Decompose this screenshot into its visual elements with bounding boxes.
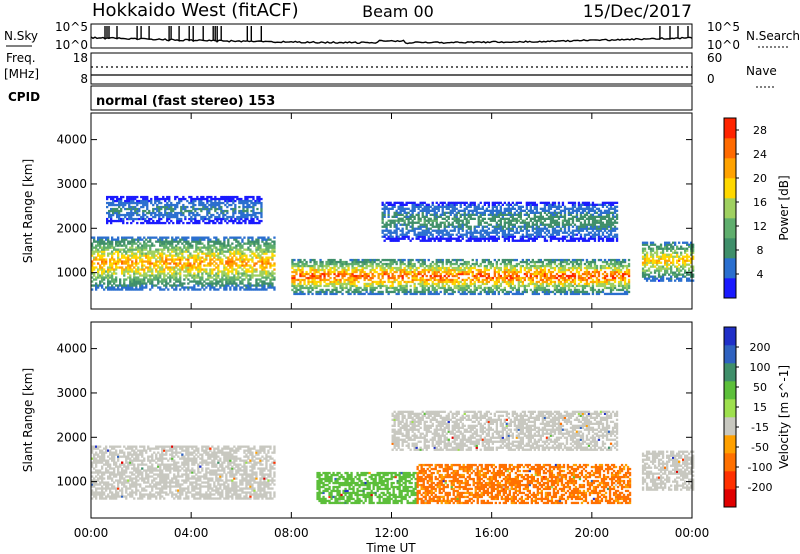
noise-left-tick-bottom: 10^0 [55, 38, 88, 52]
echo-region [641, 450, 695, 491]
colorbar-segment [724, 489, 736, 508]
cpid-panel: CPID normal (fast stereo) 153 [8, 85, 693, 111]
y-tick-label: 3000 [56, 386, 87, 400]
colorbar-segment [724, 435, 736, 454]
echo-region [391, 410, 619, 451]
y-tick-label: 1000 [56, 266, 87, 280]
x-tick-label: 00:00 [675, 526, 710, 540]
x-axis-label: Time UT [365, 541, 416, 554]
colorbar-segment [724, 417, 736, 436]
radar-title: Hokkaido West (fitACF) [92, 0, 299, 21]
power-panel: 1000 2000 3000 4000 Slant Range [km] 4 8 12 16… [21, 112, 791, 310]
colorbar-segment [724, 178, 736, 199]
freq-panel: Freq. [MHz] 18 8 60 0 Nave [4, 51, 777, 88]
x-tick-label: 08:00 [274, 526, 309, 540]
freq-tick-top: 18 [73, 51, 88, 65]
colorbar-tick-label: 24 [753, 148, 767, 161]
x-tick-label: 12:00 [374, 526, 409, 540]
colorbar-segment [724, 158, 736, 179]
colorbar-segment [724, 258, 736, 279]
colorbar-tick-label: 12 [753, 220, 767, 233]
colorbar-tick-label: -100 [748, 461, 773, 474]
cpid-label: CPID [8, 90, 40, 104]
noise-right-tick-top: 10^5 [707, 20, 740, 34]
colorbar-segment [724, 471, 736, 490]
date-label: 15/Dec/2017 [583, 2, 692, 22]
nave-label: Nave [746, 64, 777, 78]
x-tick-label: 00:00 [74, 526, 109, 540]
y-tick-label: 3000 [56, 177, 87, 191]
noise-left-tick-top: 10^5 [55, 20, 88, 34]
echo-region [316, 471, 417, 505]
velocity-panel: 1000 2000 3000 4000 Slant Range [km] 200 100… [21, 321, 791, 519]
colorbar-segment [724, 399, 736, 418]
echo-region [641, 241, 695, 282]
x-tick-label: 04:00 [174, 526, 209, 540]
colorbar-tick-label: 200 [750, 341, 771, 354]
colorbar-segment [724, 138, 736, 159]
x-tick-label: 16:00 [474, 526, 509, 540]
colorbar-segment [724, 345, 736, 364]
n-sky-label: N.Sky [4, 29, 38, 43]
y-tick-label: 2000 [56, 221, 87, 235]
freq-tick-bottom: 8 [80, 72, 88, 86]
freq-label: Freq. [6, 51, 36, 65]
colorbar-segment [724, 453, 736, 472]
nave-tick-bottom: 0 [707, 72, 715, 86]
colorbar-label: Power [dB] [777, 175, 791, 240]
colorbar-segment [724, 218, 736, 239]
power-ylabel: Slant Range [km] [21, 159, 35, 263]
colorbar-tick-label: 8 [757, 244, 764, 257]
echo-region [91, 236, 276, 291]
colorbar-segment [724, 198, 736, 219]
echo-region [291, 258, 631, 296]
n-search-label: N.Search [746, 29, 800, 43]
colorbar-tick-label: -50 [751, 441, 769, 454]
colorbar-tick-label: 16 [753, 196, 767, 209]
colorbar-segment [724, 363, 736, 382]
colorbar-tick-label: 4 [757, 268, 764, 281]
colorbar-segment [724, 118, 736, 139]
colorbar-segment [724, 381, 736, 400]
colorbar-segment [724, 327, 736, 346]
colorbar-tick-label: -15 [751, 421, 769, 434]
x-tick-label: 20:00 [575, 526, 610, 540]
echo-region [91, 445, 276, 500]
colorbar-tick-label: 20 [753, 172, 767, 185]
noise-trace [90, 26, 693, 45]
colorbar-segment [724, 278, 736, 299]
noise-panel: N.Sky 10^5 10^0 10^5 10^0 N.Search [4, 20, 800, 52]
colorbar-tick-label: 50 [753, 381, 767, 394]
y-tick-label: 1000 [56, 475, 87, 489]
colorbar-tick-label: -200 [748, 481, 773, 494]
beam-label: Beam 00 [362, 2, 434, 21]
colorbar-tick-label: 100 [750, 361, 771, 374]
nave-tick-top: 60 [707, 51, 722, 65]
colorbar-label: Velocity [m s^-1] [777, 365, 791, 469]
y-tick-label: 2000 [56, 430, 87, 444]
noise-right-tick-bottom: 10^0 [707, 38, 740, 52]
colorbar-segment [724, 238, 736, 259]
freq-unit-label: [MHz] [4, 67, 39, 81]
velocity-ylabel: Slant Range [km] [21, 368, 35, 472]
echo-region [106, 195, 263, 225]
echo-region [381, 201, 619, 242]
colorbar-tick-label: 28 [753, 124, 767, 137]
y-tick-label: 4000 [56, 342, 87, 356]
y-tick-label: 4000 [56, 133, 87, 147]
echo-region [416, 463, 632, 505]
cpid-text: normal (fast stereo) 153 [96, 94, 275, 109]
colorbar-tick-label: 15 [753, 401, 767, 414]
